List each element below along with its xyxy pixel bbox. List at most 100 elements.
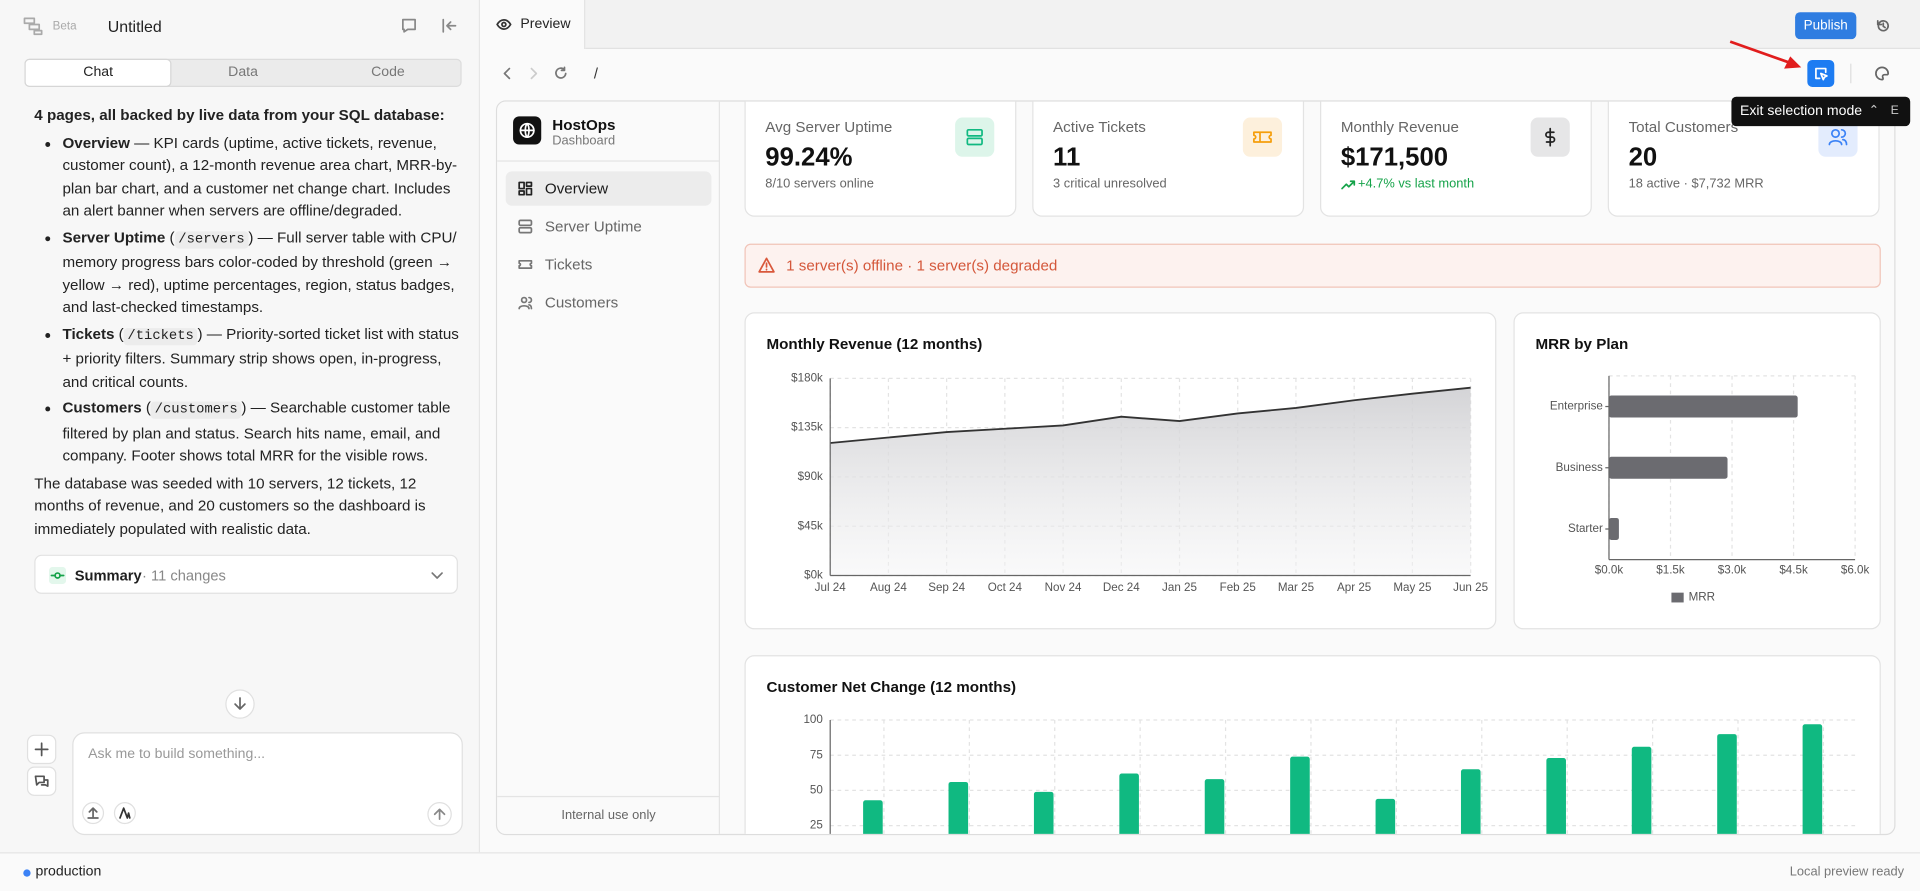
- icon-part: [234, 697, 246, 710]
- icon-part: [520, 296, 528, 304]
- x-tick-label: $3.0k: [1718, 564, 1747, 577]
- comment-button[interactable]: [400, 17, 417, 34]
- bullet: Server Uptime (/servers) — Full server t…: [62, 226, 462, 319]
- chat-input[interactable]: Ask me to build something...: [72, 732, 463, 836]
- x-tick-label: Sep 24: [928, 581, 965, 594]
- bullet-paren: (: [141, 399, 151, 417]
- eye-icon: [496, 19, 512, 30]
- x-tick-label: $0.0k: [1595, 564, 1624, 577]
- icon-part: [518, 259, 533, 270]
- icon: [1545, 127, 1556, 147]
- chat-history-button[interactable]: [26, 766, 57, 796]
- x-tick-label: Jan 25: [1162, 581, 1197, 594]
- bar: [863, 800, 883, 834]
- divider: [497, 160, 721, 162]
- tooltip-text: Exit selection mode: [1740, 104, 1863, 119]
- icon-part: [525, 187, 533, 196]
- icon-part: [23, 17, 36, 25]
- nav-item[interactable]: Tickets: [506, 247, 712, 281]
- sidebar-footer: Internal use only: [561, 808, 656, 823]
- theme-button[interactable]: [1875, 66, 1890, 81]
- nav-item[interactable]: Server Uptime: [506, 209, 712, 243]
- app-frame: HostOps Dashboard Overview Server Uptime T…: [495, 100, 1896, 836]
- summary-box[interactable]: Summary · 11 changes: [34, 554, 458, 594]
- icon: [966, 128, 983, 146]
- x-tick-label: Aug 24: [870, 581, 907, 594]
- icon-part: [119, 807, 131, 819]
- bar: [1546, 758, 1566, 834]
- scroll-down-button[interactable]: [225, 689, 255, 719]
- bullet-title: Customers: [62, 399, 142, 417]
- model-icon: [119, 807, 131, 819]
- icon-part: [1875, 66, 1890, 81]
- intro: 4 pages, all backed by live data from yo…: [34, 104, 463, 127]
- kpi-value: 99.24%: [765, 143, 853, 172]
- address-bar[interactable]: /: [582, 60, 1789, 87]
- history-button[interactable]: [1876, 18, 1891, 33]
- route: /tickets: [123, 327, 198, 345]
- icon-part: [496, 19, 512, 30]
- icon-part: [1253, 131, 1272, 143]
- bullet-paren: (: [114, 325, 124, 343]
- project-title[interactable]: Untitled: [107, 17, 162, 36]
- preview-tab[interactable]: Preview: [480, 0, 586, 49]
- env-dot: [23, 869, 31, 877]
- x-tick-label: Apr 25: [1337, 581, 1371, 594]
- nav-item[interactable]: Customers: [506, 285, 712, 319]
- x-tick-label: Nov 24: [1045, 581, 1082, 594]
- icon-part: [1545, 127, 1556, 147]
- icon-part: [530, 67, 538, 80]
- icon-part: [402, 18, 416, 33]
- y-tick-label: $180k: [791, 371, 823, 384]
- icon-part: [496, 19, 512, 30]
- icon-part: [1876, 19, 1889, 32]
- publish-button[interactable]: Publish: [1795, 12, 1857, 40]
- tooltip: Exit selection mode ⌃ E: [1731, 96, 1911, 127]
- tab[interactable]: Data: [228, 64, 258, 80]
- add-button[interactable]: [26, 734, 57, 765]
- x-tick-label: Mar 25: [1278, 581, 1314, 594]
- icon: [1828, 128, 1848, 146]
- selection-mode-button[interactable]: [1807, 60, 1835, 87]
- tab[interactable]: Chat: [25, 60, 171, 86]
- collapse-button[interactable]: [441, 17, 458, 34]
- x-tick-label: Oct 24: [988, 581, 1023, 594]
- kpi-sub: +4.7% vs last month: [1357, 176, 1475, 192]
- icon-part: [518, 219, 533, 234]
- upload-button[interactable]: [82, 802, 105, 825]
- send-icon: [433, 808, 446, 821]
- send-button[interactable]: [427, 802, 452, 827]
- summary-icon: [48, 566, 67, 585]
- chart-card: $0.0k $1.5k $3.0k $4.5k $6.0k Enterprise Busin…: [1513, 312, 1881, 630]
- model-button[interactable]: [113, 802, 136, 825]
- bullet: Overview — KPI cards (uptime, active tic…: [62, 132, 462, 223]
- icon-part: [518, 190, 525, 196]
- preview-label: Preview: [520, 17, 571, 32]
- nav-arrows: [503, 66, 567, 80]
- tab[interactable]: Code: [371, 64, 405, 80]
- chart-title: Customer Net Change (12 months): [766, 678, 1017, 696]
- summary-changes: · 11 changes: [142, 566, 226, 585]
- chart: $0k $45k $90k $135k $180k Jul 24 Aug 24 Sep 24 O…: [791, 371, 1488, 594]
- icon-part: [1876, 19, 1889, 32]
- y-tick-label: 25: [810, 819, 823, 832]
- bullet-text: — KPI cards (uptime, active tickets, rev…: [62, 134, 458, 220]
- icon-part: [518, 296, 533, 310]
- icon-part: [503, 67, 511, 80]
- beta-badge: Beta: [52, 19, 77, 34]
- plus-icon: [34, 742, 49, 757]
- x-tick-label: Jun 25: [1453, 581, 1488, 594]
- kpi-body: Avg Server Uptime 99.24% 8/10 servers onli…: [746, 103, 1015, 216]
- icon-part: [28, 23, 41, 31]
- chevron: [431, 572, 443, 579]
- icon-part: [1815, 67, 1828, 81]
- icon-part: [518, 259, 533, 270]
- icon-part: [518, 181, 525, 190]
- bullet-text: ) — Priority-sorted ticket list with sta…: [62, 325, 459, 391]
- nav-item[interactable]: Overview: [505, 171, 712, 206]
- bar: [1802, 724, 1823, 834]
- icon-part: [518, 181, 533, 196]
- env-label: production: [35, 864, 102, 880]
- nav-label: Customers: [544, 293, 619, 312]
- divider: [497, 795, 721, 798]
